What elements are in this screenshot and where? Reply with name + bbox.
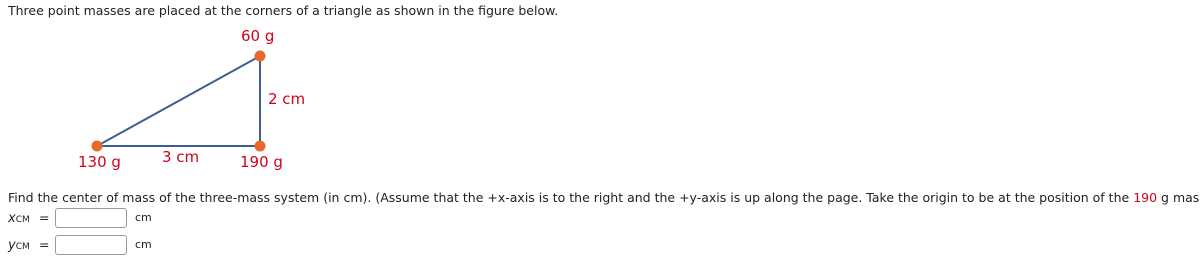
symbol-letter: y	[8, 238, 16, 253]
question-text: Find the center of mass of the three-mas…	[8, 190, 1130, 205]
equals: =	[39, 237, 50, 252]
unit: cm	[135, 238, 152, 251]
mass-point	[91, 140, 103, 152]
symbol: xCM	[8, 211, 30, 226]
intro: Three point masses are placed at the cor…	[8, 3, 559, 18]
mass-label: 190 g	[240, 153, 283, 171]
question-text: g mass.)	[1161, 190, 1200, 205]
mass-point	[254, 50, 266, 62]
side-label: 2 cm	[268, 90, 306, 108]
symbol: yCM	[8, 238, 30, 253]
highlight: 190	[1133, 190, 1158, 205]
answer-input[interactable]	[55, 208, 127, 228]
mass-label: 130 g	[78, 153, 121, 171]
figure	[91, 50, 266, 152]
mass-point	[254, 140, 266, 152]
side-label: 3 cm	[162, 148, 200, 166]
mass-label: 60 g	[241, 27, 275, 45]
symbol-letter: x	[8, 211, 16, 226]
equals: =	[39, 210, 50, 225]
answer-input[interactable]	[55, 235, 127, 255]
subscript: CM	[15, 242, 30, 252]
edge	[96, 55, 261, 147]
unit: cm	[135, 211, 152, 224]
question: Find the center of mass of the three-mas…	[8, 190, 1200, 205]
subscript: CM	[15, 215, 30, 225]
